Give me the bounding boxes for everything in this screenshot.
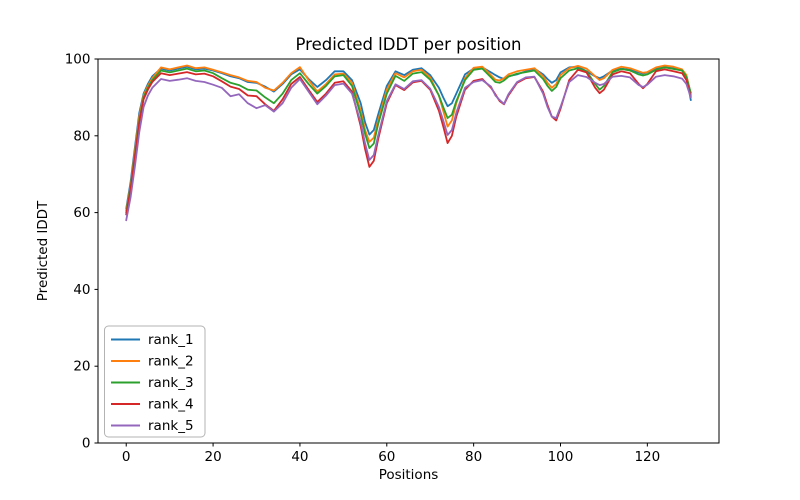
plot-area (97, 58, 720, 444)
chart-title: Predicted lDDT per position (295, 35, 521, 54)
y-axis-ticks: 0 20 40 60 80 100 (65, 52, 98, 452)
legend-item-rank-2: rank_2 (111, 354, 194, 370)
legend-label-rank-2: rank_2 (148, 354, 194, 370)
series-line-rank_4 (125, 68, 692, 216)
y-tick-label: 20 (73, 359, 90, 375)
x-tick-label: 60 (378, 449, 395, 465)
y-tick-label: 60 (73, 205, 90, 221)
legend: rank_1 rank_2 rank_3 rank_4 rank_5 (104, 325, 206, 438)
y-tick-label: 0 (82, 436, 91, 452)
x-axis-ticks: 0 20 40 60 80 100 120 (122, 443, 660, 465)
y-tick-label: 80 (73, 128, 90, 144)
x-tick-label: 80 (465, 449, 482, 465)
legend-label-rank-1: rank_1 (148, 332, 194, 348)
legend-item-rank-1: rank_1 (111, 332, 194, 348)
x-tick-label: 0 (122, 449, 131, 465)
legend-label-rank-5: rank_5 (148, 418, 194, 434)
legend-label-rank-3: rank_3 (148, 375, 194, 391)
series-line-rank_5 (125, 74, 692, 222)
legend-item-rank-3: rank_3 (111, 375, 194, 391)
x-tick-label: 40 (291, 449, 308, 465)
x-tick-label: 20 (204, 449, 221, 465)
y-tick-label: 40 (73, 282, 90, 298)
legend-item-rank-5: rank_5 (111, 418, 194, 434)
series-line-rank_1 (125, 65, 692, 210)
x-tick-label: 120 (634, 449, 660, 465)
x-axis-label: Positions (379, 467, 439, 483)
legend-frame (104, 325, 206, 438)
y-axis-label: Predicted lDDT (35, 200, 51, 301)
series-line-rank_2 (125, 64, 692, 212)
series-lines (125, 64, 692, 222)
y-tick-label: 100 (65, 52, 91, 68)
legend-item-rank-4: rank_4 (111, 397, 194, 413)
legend-label-rank-4: rank_4 (148, 397, 194, 413)
series-line-rank_3 (125, 66, 692, 214)
x-tick-label: 100 (548, 449, 574, 465)
